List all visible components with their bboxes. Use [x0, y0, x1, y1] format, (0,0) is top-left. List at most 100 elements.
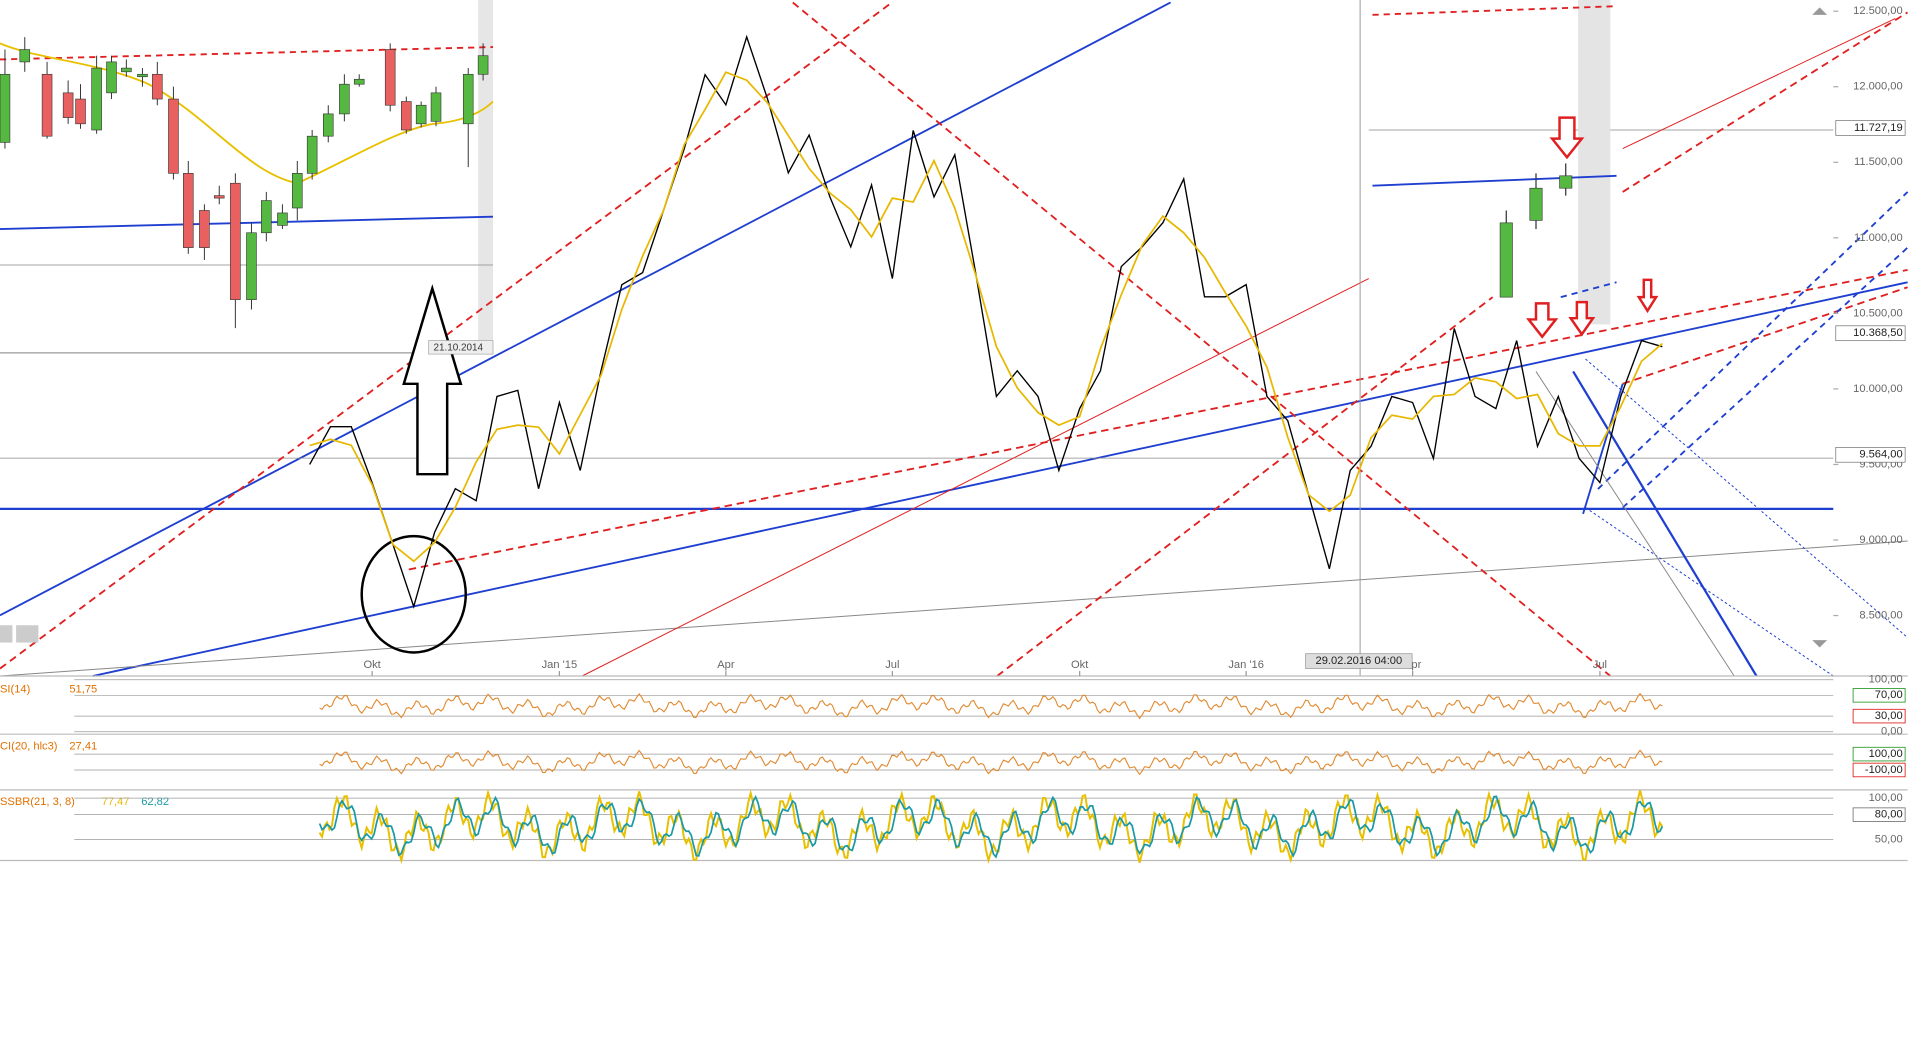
price-line: [309, 34, 1663, 609]
trend-line: [1622, 18, 1896, 150]
indicator-tick-box: [1852, 708, 1906, 724]
inset-trend: [1372, 174, 1617, 187]
candle: [213, 195, 225, 199]
label-box: [428, 340, 494, 355]
zoom-button[interactable]: [16, 625, 39, 643]
zoom-button[interactable]: [0, 625, 13, 643]
scroll-up[interactable]: [1812, 7, 1828, 15]
x-tick-label: Apr: [717, 659, 735, 671]
candle: [62, 92, 74, 118]
indicator-tick-box: [1852, 762, 1906, 778]
price-marker-box: [1835, 120, 1906, 136]
indicator-tick-label: 80,00: [1875, 809, 1903, 821]
trend-line: [1622, 246, 1909, 509]
inset-trend: [0, 46, 494, 61]
price-marker-box: [1835, 446, 1906, 463]
y-tick-label: 10.500,00: [1853, 307, 1903, 319]
trend-line: [581, 278, 1369, 677]
trend-line: [1597, 191, 1909, 490]
indicator-tick-label: 100,00: [1869, 792, 1903, 804]
inset-candles: [1499, 163, 1573, 298]
candle: [19, 49, 31, 63]
indicator-readout: 27,41: [69, 741, 97, 753]
crosshair-label: 29.02.2016 04:00: [1316, 655, 1403, 667]
candle: [415, 104, 427, 125]
trend-line: [1535, 371, 1735, 677]
candle: [91, 67, 102, 131]
inset-trend: [1560, 281, 1617, 299]
price-marker-label: 9.564,00: [1859, 449, 1902, 461]
indicator-tick-label: 50,00: [1875, 833, 1903, 845]
candle: [230, 182, 241, 300]
candle: [462, 73, 474, 125]
indicator-tick-label: -100,00: [1865, 764, 1903, 776]
down-arrow: [1549, 116, 1585, 160]
candle: [277, 212, 288, 226]
trend-line: [1585, 358, 1908, 638]
price-marker-label: 10.368,50: [1853, 327, 1903, 339]
circle-annotation: [360, 534, 467, 654]
trend-line: [0, 1, 1172, 617]
indicator-signal: [318, 795, 1664, 859]
price-marker-box: [1835, 325, 1906, 342]
trend-line: [1572, 370, 1758, 677]
inset-ma: [0, 42, 494, 185]
candle: [75, 98, 86, 125]
trend-line: [408, 268, 1908, 571]
price-marker-label: 11.727,19: [1854, 122, 1903, 134]
candle: [306, 135, 318, 174]
candle: [261, 200, 272, 234]
scroll-down[interactable]: [1812, 640, 1828, 648]
x-tick-label: Jan '15: [542, 659, 578, 671]
down-arrow: [1526, 302, 1559, 339]
indicator-line: [319, 692, 1663, 720]
indicator-tick-box: [1852, 807, 1906, 822]
candle: [106, 61, 117, 94]
candle: [401, 101, 412, 131]
indicator-tick-label: 100,00: [1869, 748, 1903, 760]
moving-average: [309, 71, 1663, 563]
y-tick-label: 9.000,00: [1859, 534, 1902, 546]
y-tick-label: 10.000,00: [1853, 383, 1903, 395]
up-arrow: [402, 284, 463, 476]
trend-line: [1622, 286, 1908, 385]
inset-trend: [0, 215, 494, 230]
candle: [384, 49, 396, 106]
indicator-name: SI(14): [0, 684, 31, 696]
inset-trend: [1372, 5, 1617, 16]
candle: [199, 210, 210, 248]
candle: [353, 78, 365, 85]
indicator-name: SSBR(21, 3, 8): [0, 796, 75, 808]
candle: [183, 173, 194, 248]
y-tick-label: 12.000,00: [1853, 81, 1903, 93]
candle: [41, 73, 53, 137]
candle: [1559, 175, 1573, 189]
inset-candles: [0, 37, 489, 329]
trend-line: [792, 1, 1611, 677]
x-tick-label: Okt: [1071, 659, 1089, 671]
candle: [477, 55, 489, 75]
down-arrow: [1568, 300, 1596, 337]
indicator-tick-box: [1852, 688, 1906, 703]
indicator-tick-label: 0,00: [1881, 726, 1903, 738]
trend-line: [1622, 11, 1909, 193]
candle: [168, 98, 179, 174]
indicator-name: CI(20, hlc3): [0, 741, 58, 753]
indicator-tick-box: [1852, 746, 1906, 762]
x-tick-label: Jan '16: [1228, 659, 1264, 671]
down-arrow: [1636, 278, 1659, 314]
drawings: [0, 0, 1909, 862]
y-tick-label: 11.000,00: [1854, 232, 1903, 244]
indicator-line: [318, 788, 1664, 864]
trend-line: [92, 281, 1908, 677]
candle: [152, 73, 163, 100]
candle: [246, 232, 257, 300]
inset-shade: [478, 0, 494, 353]
y-tick-label: 8.500,00: [1859, 610, 1902, 622]
indicator-tick-label: 70,00: [1875, 689, 1903, 701]
candle: [322, 113, 334, 137]
candle: [339, 83, 350, 115]
trend-line: [0, 540, 1908, 677]
